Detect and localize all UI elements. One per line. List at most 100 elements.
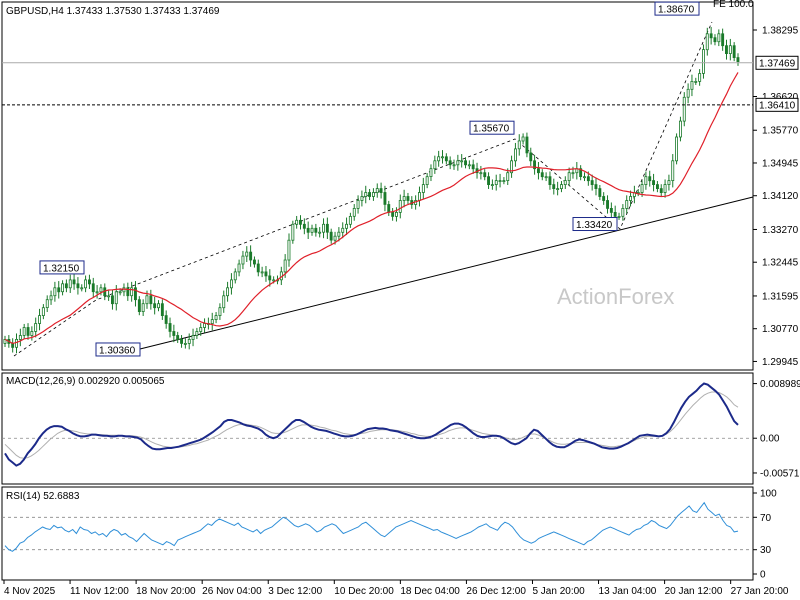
macd-title: MACD(12,26,9) 0.002920 0.005065 (6, 376, 165, 387)
candle (287, 233, 291, 267)
candle-body (709, 33, 713, 39)
candle (713, 34, 717, 46)
candle-body (176, 335, 180, 340)
dashed-level-box (755, 97, 799, 112)
candle-body (15, 338, 18, 348)
top-right-label: FE 100.0 (713, 0, 754, 10)
candle-body (433, 160, 437, 170)
candle-body (245, 251, 249, 257)
candle-body (394, 211, 398, 217)
candle-body (464, 160, 467, 166)
candle-body (544, 176, 548, 179)
candle-body (421, 184, 425, 193)
candle-body (625, 200, 629, 209)
candle-body (141, 303, 145, 313)
candle (498, 173, 502, 188)
candle-body (260, 271, 264, 274)
candle (34, 317, 38, 338)
candle (736, 53, 740, 66)
rsi-axis: 100 70 30 0 (753, 489, 777, 581)
macd-panel: MACD(12,26,9) 0.002920 0.005065 0.008989… (1, 372, 800, 485)
candle (260, 266, 264, 278)
candle-body (467, 164, 471, 167)
time-axis: 4 Nov 2025 11 Nov 12:00 18 Nov 20:00 26 Nov… (3, 580, 789, 597)
candle-body (621, 207, 625, 217)
candle (471, 159, 475, 174)
candle-body (583, 176, 586, 179)
candle (337, 227, 341, 242)
annotation-label: 1.38670 (654, 1, 700, 16)
annotation-box (469, 120, 515, 135)
candle-body (725, 45, 728, 55)
candle (609, 202, 613, 219)
candle (460, 154, 464, 168)
candle (429, 164, 433, 182)
candle (26, 323, 30, 340)
candle (252, 256, 256, 268)
price-tick-label: 1.31595 (762, 291, 799, 302)
price-annotations: 1.38670 1.35670 1.33420 1.32150 1.30360 (39, 1, 700, 357)
candle (721, 28, 725, 51)
candle-body (640, 184, 644, 193)
candle-body (137, 299, 141, 313)
time-tick-label: 20 Jan 12:00 (665, 586, 723, 597)
candle (237, 259, 241, 277)
candle (126, 282, 130, 301)
candle-body (667, 180, 671, 186)
candle (728, 38, 732, 61)
candle (256, 259, 260, 277)
candle-body (153, 303, 157, 309)
candle-body (222, 295, 226, 309)
candle-body (675, 136, 678, 162)
candle (479, 165, 483, 180)
candle (137, 296, 141, 316)
candle (88, 274, 91, 290)
candle (517, 134, 521, 156)
candle-body (444, 156, 448, 162)
candle-body (694, 81, 698, 83)
candle-body (429, 168, 433, 177)
candle-body (713, 37, 717, 43)
candle-body (398, 200, 402, 213)
candle (141, 299, 145, 316)
rsi-panel: RSI(14) 52.6883 100 70 30 0 (1, 486, 777, 581)
candle-body (233, 271, 237, 281)
candle (594, 177, 598, 196)
annotation-box (95, 342, 141, 357)
candle (153, 296, 157, 315)
candle-body (560, 184, 563, 190)
candle (133, 281, 137, 307)
candle-body (157, 303, 160, 309)
candle-body (452, 164, 456, 167)
candle-body (191, 335, 195, 340)
macd-tick-label: 0.00 (760, 434, 780, 445)
candle-body (387, 204, 391, 213)
rsi-tick-label: 70 (760, 513, 772, 524)
candle (310, 224, 314, 236)
candle (540, 169, 544, 181)
candle (567, 167, 571, 186)
candle (45, 295, 49, 313)
candle-body (57, 287, 61, 293)
candle-body (214, 315, 218, 321)
candle (291, 220, 295, 244)
candle (452, 159, 456, 170)
candle-body (736, 57, 740, 62)
candle (172, 324, 176, 343)
candle (341, 222, 345, 239)
candle-body (679, 120, 682, 138)
candle (18, 328, 22, 347)
rsi-title: RSI(14) 52.6883 (6, 491, 80, 502)
candle-body (571, 172, 575, 175)
candle-body (133, 287, 137, 301)
candle-body (579, 168, 583, 177)
candle-body (652, 180, 655, 186)
candle-body (22, 327, 26, 336)
candle (402, 189, 406, 208)
candle-body (540, 172, 544, 178)
candle (3, 335, 7, 347)
candle-body (26, 327, 30, 336)
candle-body (264, 271, 268, 277)
time-tick-label: 10 Dec 20:00 (334, 586, 394, 597)
candle (679, 116, 682, 142)
